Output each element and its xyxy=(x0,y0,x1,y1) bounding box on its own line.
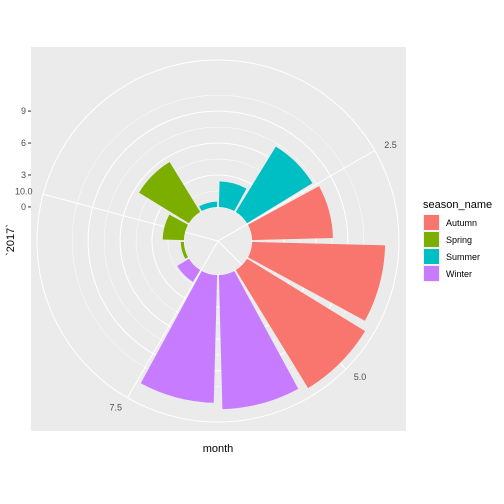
bars-layer xyxy=(139,146,386,410)
theta-tick-label: 7.5 xyxy=(109,402,122,412)
radial-minor-gridline xyxy=(103,126,333,356)
bar-month-12 xyxy=(199,201,218,212)
plot-panel xyxy=(31,47,406,431)
bar-month-9 xyxy=(180,241,189,259)
bar-month-11 xyxy=(139,162,201,224)
bar-month-2 xyxy=(235,146,313,224)
legend-title: season_name xyxy=(423,199,492,211)
angular-gridline xyxy=(43,193,219,242)
radial-minor-gridline xyxy=(135,158,301,324)
radial-minor-gridline xyxy=(167,190,269,292)
r-ticks-layer: 0 3 6 9 xyxy=(21,106,31,212)
bar-month-3 xyxy=(247,186,333,241)
legend: season_name Autumn Spring Summer Winter xyxy=(423,199,492,282)
angular-gridline xyxy=(127,240,219,399)
legend-label: Summer xyxy=(446,252,480,262)
r-tick-label: 0 xyxy=(21,202,26,212)
x-axis-title: month xyxy=(203,443,234,455)
legend-label: Spring xyxy=(446,235,472,245)
legend-swatch-winter xyxy=(424,266,439,281)
theta-ticks-layer: 2.5 5.0 7.5 10.0 xyxy=(15,140,397,412)
r-tick-label: 9 xyxy=(21,106,26,116)
bar-month-4 xyxy=(247,241,386,321)
bar-month-6 xyxy=(218,270,299,410)
theta-tick-label: 10.0 xyxy=(15,186,33,196)
outer-gridline xyxy=(36,59,400,423)
legend-swatch-autumn xyxy=(424,215,439,230)
legend-swatch-summer xyxy=(424,249,439,264)
radial-minor-gridline xyxy=(71,94,365,388)
y-axis-title: `2017` xyxy=(5,224,17,256)
radial-gridline xyxy=(151,174,285,308)
theta-tick-label: 2.5 xyxy=(384,140,397,150)
radial-gridline xyxy=(87,110,349,372)
bar-month-5 xyxy=(235,258,366,389)
radial-gridline xyxy=(119,142,317,340)
legend-items: Autumn Spring Summer Winter xyxy=(423,214,480,282)
bar-month-7 xyxy=(140,270,218,403)
r-tick-label: 6 xyxy=(21,138,26,148)
radial-gridline xyxy=(183,206,253,276)
angular-gridline xyxy=(217,150,376,242)
bar-month-10 xyxy=(162,214,189,241)
bar-month-1 xyxy=(218,181,247,212)
bar-month-8 xyxy=(177,258,201,282)
legend-swatch-spring xyxy=(424,232,439,247)
theta-tick-label: 5.0 xyxy=(354,372,367,382)
r-tick-label: 3 xyxy=(21,170,26,180)
legend-label: Winter xyxy=(446,269,472,279)
legend-label: Autumn xyxy=(446,218,477,228)
